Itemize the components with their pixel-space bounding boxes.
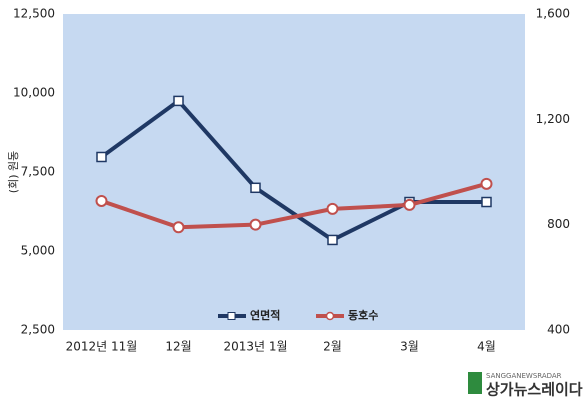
y2-tick-label: 1,600 bbox=[536, 7, 570, 21]
marker bbox=[250, 182, 261, 194]
marker bbox=[96, 151, 107, 163]
x-tick-label: 2012년 11월 bbox=[66, 340, 138, 354]
marker bbox=[95, 194, 108, 207]
marker bbox=[481, 196, 492, 208]
marker bbox=[249, 218, 262, 231]
logo-brand: 상가뉴스레이다 bbox=[486, 381, 583, 399]
x-tick-label: 4월 bbox=[477, 340, 496, 354]
legend-marker bbox=[227, 312, 236, 320]
y2-tick-label: 1,200 bbox=[536, 112, 570, 126]
marker bbox=[326, 202, 339, 215]
x-tick-label: 3월 bbox=[400, 340, 419, 354]
logo-sub: SANGGANEWSRADAR bbox=[486, 372, 562, 380]
marker bbox=[480, 177, 493, 190]
legend-label: 동호수 bbox=[348, 308, 378, 322]
marker bbox=[327, 234, 338, 246]
x-tick-label: 12월 bbox=[165, 340, 191, 354]
marker bbox=[173, 95, 184, 107]
y-tick-label: 10,000 bbox=[13, 86, 55, 100]
y-tick-label: 2,500 bbox=[21, 323, 55, 337]
x-tick-label: 2013년 1월 bbox=[223, 340, 287, 354]
y-axis-label: (회) 원동 bbox=[7, 151, 20, 193]
marker bbox=[403, 198, 416, 211]
legend-label: 연면적 bbox=[250, 308, 280, 322]
y-tick-label: 5,000 bbox=[21, 244, 55, 258]
x-tick-label: 2월 bbox=[323, 340, 342, 354]
logo-icon bbox=[468, 372, 482, 394]
plot-area bbox=[63, 14, 525, 330]
series-line bbox=[100, 181, 488, 230]
logo: SANGGANEWSRADAR 상가뉴스레이다 bbox=[468, 372, 583, 399]
y-tick-label: 7,500 bbox=[21, 165, 55, 179]
marker bbox=[172, 221, 185, 234]
legend-marker bbox=[325, 311, 335, 321]
y2-tick-label: 400 bbox=[547, 323, 570, 337]
y2-tick-label: 800 bbox=[547, 217, 570, 231]
y-tick-label: 12,500 bbox=[13, 7, 55, 21]
